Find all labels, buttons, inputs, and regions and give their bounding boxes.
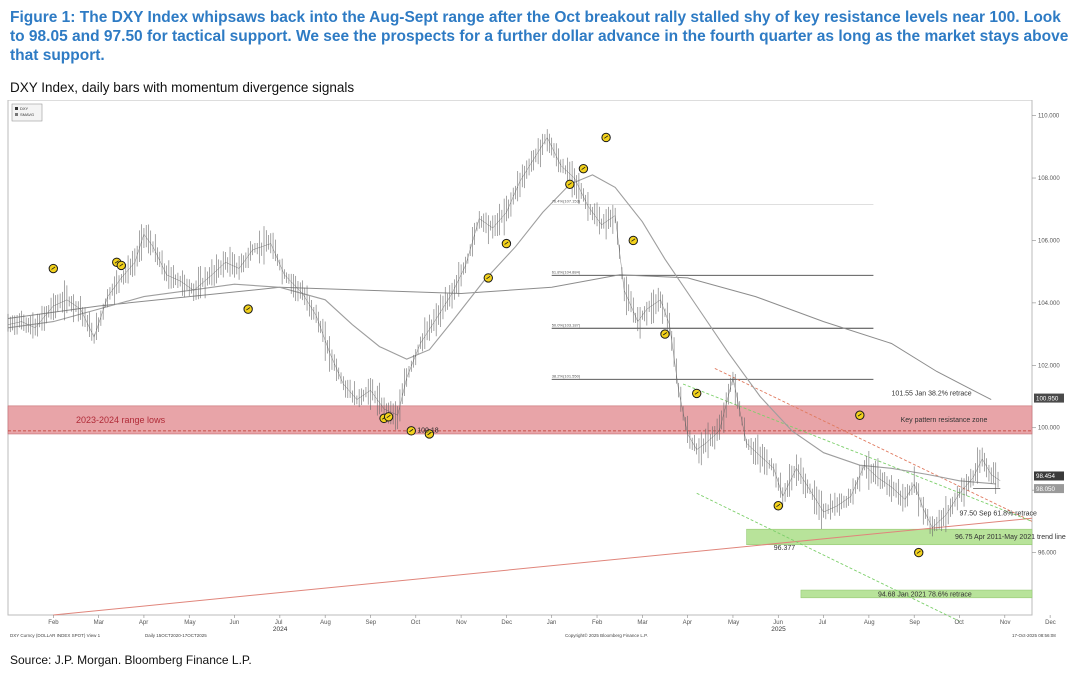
x-tick-label: Jun bbox=[230, 620, 240, 626]
figure-title: Figure 1: The DXY Index whipsaws back in… bbox=[10, 9, 1069, 64]
y-tick-label: 108.000 bbox=[1038, 176, 1060, 182]
x-tick-label: Feb bbox=[48, 620, 59, 626]
x-tick-label: Aug bbox=[864, 620, 875, 626]
fib-label: 76.4%(107.153) bbox=[552, 198, 581, 203]
long-moving-average-line bbox=[7, 274, 992, 401]
x-tick-label: Nov bbox=[1000, 620, 1011, 626]
signal-arrow bbox=[604, 135, 609, 139]
x-tick-label: Oct bbox=[955, 620, 965, 626]
series-layer bbox=[7, 129, 1001, 537]
long-term-trendline bbox=[53, 517, 1033, 616]
price-tag-label: 98.050 bbox=[1036, 486, 1055, 493]
y-tick-label: 102.000 bbox=[1038, 363, 1060, 369]
signal-arrow bbox=[662, 332, 668, 336]
dxy-close-line bbox=[7, 136, 1001, 529]
trendline-zone bbox=[746, 528, 1033, 546]
x-tick-label: Oct bbox=[411, 620, 421, 626]
x-tick-label: Sep bbox=[909, 620, 920, 626]
y-tick-label: 104.000 bbox=[1038, 301, 1060, 307]
retrace-78-label: 94.68 Jan 2021 78.6% retrace bbox=[878, 591, 972, 598]
signal-arrow bbox=[776, 503, 781, 507]
x-tick-label: May bbox=[184, 620, 195, 626]
signals-layer bbox=[48, 132, 924, 558]
x-tick-label: Apr bbox=[139, 620, 148, 626]
x-tick-label: Sep bbox=[365, 620, 376, 626]
x-tick-label: Jul bbox=[275, 620, 283, 626]
fib-label: 38.2%(101.550) bbox=[552, 373, 581, 378]
signal-arrow bbox=[694, 391, 699, 395]
resistance-zone bbox=[7, 405, 1033, 435]
x-tick-label: May bbox=[728, 620, 739, 626]
channel-middle-line bbox=[682, 383, 1033, 522]
zones-layer bbox=[7, 405, 1033, 599]
y-tick-label: 106.000 bbox=[1038, 238, 1060, 244]
source-note: Source: J.P. Morgan. Bloomberg Finance L… bbox=[10, 653, 252, 667]
low-96-377-label: 96.377 bbox=[774, 545, 796, 552]
chart-subtitle: DXY Index, daily bars with momentum dive… bbox=[10, 80, 355, 95]
x-tick-label: Nov bbox=[456, 620, 467, 626]
x-tick-label: Apr bbox=[683, 620, 692, 626]
price-tag-box bbox=[1034, 471, 1064, 481]
trendline-zone-label: 96.75 Apr 2011-May 2021 trend line bbox=[955, 534, 1066, 541]
signal-arrow bbox=[581, 166, 586, 170]
x-tick-label: Aug bbox=[320, 620, 331, 626]
value-100-18-label: 100.18 bbox=[417, 427, 439, 434]
legend-item-smavg: SMAVG bbox=[20, 112, 34, 117]
year-label: 2024 bbox=[273, 626, 288, 633]
retrace-38-label: 101.55 Jan 38.2% retrace bbox=[892, 390, 972, 397]
x-tick-label: Feb bbox=[592, 620, 603, 626]
x-tick-label: Jan bbox=[547, 620, 557, 626]
x-tick-label: Jun bbox=[773, 620, 783, 626]
signal-arrow bbox=[409, 428, 414, 433]
channel-lower-line bbox=[696, 492, 960, 622]
signal-arrow bbox=[486, 275, 491, 280]
x-tick-label: Jul bbox=[819, 620, 827, 626]
y-tick-label: 100.000 bbox=[1038, 426, 1060, 432]
footer-copyright: Copyright© 2025 Bloomberg Finance L.P. bbox=[565, 632, 648, 638]
signal-arrow bbox=[51, 266, 56, 270]
signal-arrow bbox=[114, 260, 119, 264]
footer-timestamp: 17-Oct-2025 08:56:08 bbox=[1012, 633, 1056, 638]
signal-arrow bbox=[916, 550, 921, 554]
footer-range: Daily 15OCT2020-17OCT2025 bbox=[145, 633, 207, 638]
y-tick-label: 96.000 bbox=[1038, 551, 1057, 557]
resistance-zone-label: Key pattern resistance zone bbox=[901, 417, 988, 424]
year-label: 2025 bbox=[771, 626, 786, 633]
price-tag-box bbox=[1034, 393, 1064, 403]
signal-arrow bbox=[386, 414, 391, 419]
signal-arrow bbox=[246, 307, 251, 311]
signal-arrow bbox=[631, 238, 636, 242]
fib-label: 61.8%(104.884) bbox=[552, 269, 581, 274]
legend-item-dxy: DXY bbox=[20, 106, 29, 111]
text-layer: 61.8%(104.884) 50.0%(103.187) 38.2%(101.55… bbox=[76, 198, 1066, 598]
axis-layer: 96.00098.000100.000102.000104.000106.000… bbox=[48, 114, 1064, 633]
price-tag-label: 98.454 bbox=[1036, 473, 1055, 480]
x-tick-label: Dec bbox=[501, 620, 512, 626]
y-tick-label: 110.000 bbox=[1038, 114, 1060, 120]
x-tick-label: Mar bbox=[637, 620, 647, 626]
smavg-line bbox=[7, 174, 996, 485]
signal-arrow bbox=[427, 432, 432, 436]
retrace-78-zone bbox=[800, 589, 1033, 599]
price-tag-box bbox=[1034, 484, 1064, 494]
footer-left: DXY Curncy (DOLLAR INDEX SPOT) View 1 bbox=[10, 633, 101, 638]
legend-box: DXY SMAVG bbox=[11, 103, 43, 122]
x-tick-label: Dec bbox=[1045, 620, 1056, 626]
fib-label: 50.0%(103.187) bbox=[552, 322, 581, 327]
price-tag-label: 100.950 bbox=[1036, 395, 1059, 402]
signal-arrow bbox=[119, 263, 124, 267]
signal-arrow bbox=[504, 241, 509, 245]
chart: 61.8%(104.884) 50.0%(103.187) 38.2%(101.55… bbox=[7, 100, 1066, 638]
channel-upper-line bbox=[714, 368, 1033, 522]
lines-layer bbox=[53, 204, 1033, 622]
x-tick-label: Mar bbox=[94, 620, 104, 626]
signal-arrow bbox=[567, 182, 572, 186]
range-lows-label: 2023-2024 range lows bbox=[76, 415, 166, 425]
signal-arrow bbox=[857, 413, 862, 417]
retrace-61-label: 97.50 Sep 61.8% retrace bbox=[960, 511, 1038, 518]
